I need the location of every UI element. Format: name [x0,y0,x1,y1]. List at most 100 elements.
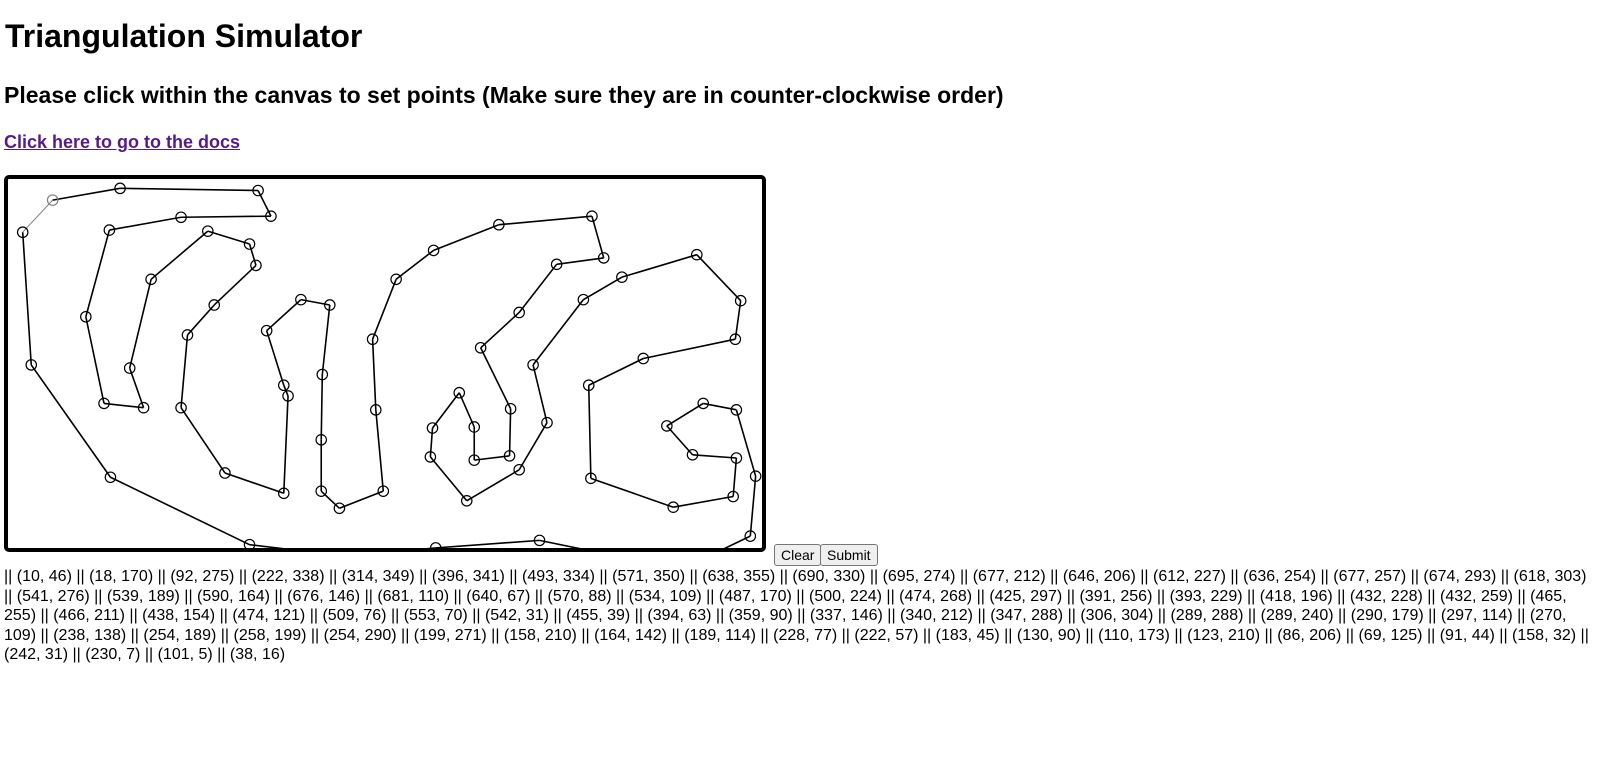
vertex-marker [114,182,126,195]
vertex-marker [377,485,390,497]
vertex-marker [46,194,59,206]
vertex-marker [137,401,150,414]
polygon-edge [109,216,182,231]
vertex-marker [727,490,739,503]
vertex-marker [104,471,117,484]
vertex-marker [243,538,256,548]
vertex-marker [697,397,710,410]
vertex-marker [265,210,277,222]
vertex-marker [729,333,742,346]
polygon-edge [120,187,259,192]
vertex-marker [744,530,757,542]
polygon-edge [429,456,468,502]
polygon-edge [734,300,742,340]
vertex-marker [316,368,329,381]
vertex-marker [586,210,598,222]
polygon-edge [85,229,111,317]
vertex-marker [597,252,610,264]
vertex-marker [533,534,546,547]
vertex-marker [429,542,442,548]
vertex-marker [686,448,699,461]
vertex-marker [202,225,214,237]
polygon-edge [30,364,112,478]
vertex-marker [427,244,440,257]
vertex-marker [315,433,328,446]
vertex-marker [424,451,437,463]
vertex-marker [181,329,194,341]
polygon-edge [282,395,289,494]
polygon-edge [128,367,145,408]
vertex-marker [366,333,379,346]
polygon-edge [539,539,581,548]
polygon-edge [732,457,738,497]
clear-button[interactable]: Clear [774,544,822,566]
polygon-edge [186,304,215,336]
vertex-marker [734,294,747,307]
polygon-edge [508,408,512,456]
polygon-edge [582,276,623,301]
submit-button[interactable]: Submit [820,544,878,566]
polygon-edge [224,472,285,495]
vertex-marker [730,404,743,416]
polygon-edge [479,347,512,410]
polygon-edge [249,543,285,548]
vertex-marker [749,470,762,482]
vertex-marker [208,299,221,311]
vertex-marker [585,472,597,485]
polygon-edge [556,257,604,266]
polygon-edge [723,535,751,548]
polygon-edge [458,392,475,428]
polygon-edge [590,477,674,508]
vertex-marker [323,299,336,311]
closing-edge [22,199,54,233]
polygon-edge [518,422,548,471]
polygon-drawing [16,182,762,548]
polygon-edge [321,304,331,375]
vertex-marker [527,359,539,371]
polygon-edge [375,409,385,492]
polygon-edge [395,249,435,280]
vertex-marker [460,494,473,507]
vertex-marker [16,226,29,239]
polygon-edge [180,334,189,408]
vertex-marker [468,421,481,433]
polygon-edge [320,490,340,509]
drawing-canvas[interactable] [4,175,766,552]
polygon-edge [666,402,704,427]
vertex-marker [637,352,650,365]
polygon-edge [248,243,257,266]
docs-link[interactable]: Click here to go to the docs [4,132,241,152]
vertex-marker [80,310,92,323]
vertex-marker [260,324,273,337]
vertex-marker [504,402,517,415]
polygon-edge [85,316,105,404]
polygon-edge [426,547,436,548]
vertex-marker [690,248,703,261]
vertex-marker [175,211,187,224]
polygon-edge [257,190,272,217]
polygon-edge [371,339,377,410]
vertex-marker [582,379,595,392]
vertex-marker [369,404,382,416]
vertex-marker [541,416,553,429]
points-list: || (10, 46) || (18, 170) || (92, 275) ||… [4,568,1589,663]
vertex-marker [503,450,516,462]
polygon-edge [621,253,698,278]
polygon-edge [128,279,152,369]
polygon-edge [466,469,520,502]
polygon-edge [213,264,257,306]
vertex-marker [282,390,294,402]
vertex-marker [616,271,628,283]
vertex-marker [315,485,328,497]
polygon-edge [181,215,271,219]
vertex-marker [145,273,157,286]
vertex-marker [493,218,505,231]
vertex-marker [277,379,290,392]
polygon-edge [110,476,250,546]
polygon-edge [666,425,694,456]
page-title: Triangulation Simulator [5,18,363,54]
vertex-marker [468,454,481,466]
vertex-marker [333,502,346,515]
polygon-edge [588,357,644,386]
vertex-marker [577,293,590,306]
